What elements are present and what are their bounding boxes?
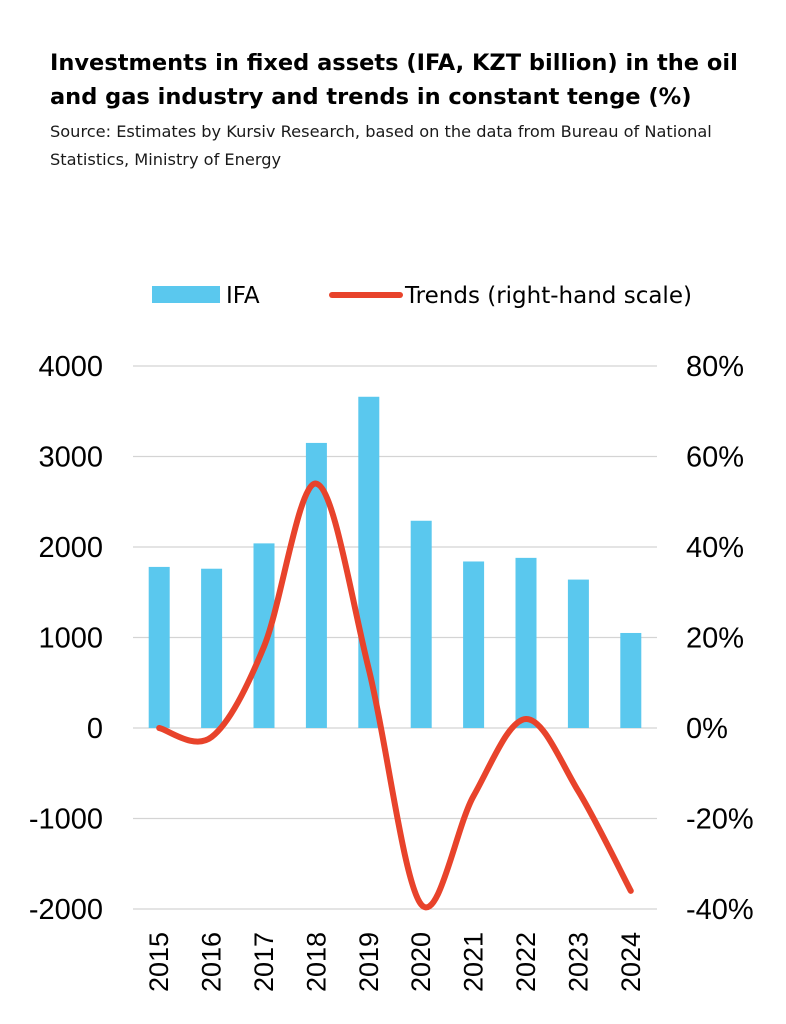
x-tick-label-2018: 2018 [301, 932, 331, 992]
line-series [156, 480, 634, 911]
bar-series [148, 396, 642, 728]
left-tick-label: -1000 [29, 804, 103, 836]
left-tick-label: 2000 [38, 532, 103, 564]
legend-label-trends: Trends (right-hand scale) [404, 283, 692, 309]
left-tick-label: 3000 [38, 442, 103, 474]
left-tick-label: 1000 [38, 623, 103, 655]
bar-2022 [515, 557, 537, 728]
x-tick-label-2023: 2023 [563, 932, 593, 992]
left-tick-label: -2000 [29, 894, 103, 926]
right-tick-label: 40% [686, 532, 744, 564]
x-axis: 2015 2016 2017 2018 2019 2020 2021 2022 2023 2024 [144, 932, 646, 992]
x-tick-label-2015: 2015 [144, 932, 174, 992]
x-tick-label-2020: 2020 [406, 932, 436, 992]
left-tick-label: 0 [87, 713, 103, 745]
x-tick-label-2022: 2022 [511, 932, 541, 992]
left-axis: 4000 3000 2000 1000 0 -1000 -2000 [29, 351, 103, 926]
bar-2020 [410, 520, 432, 728]
right-tick-label: -40% [686, 894, 754, 926]
legend-label-ifa: IFA [226, 283, 260, 309]
bar-2024 [620, 632, 642, 728]
bar-2017 [253, 543, 275, 728]
right-tick-label: -20% [686, 804, 754, 836]
bar-2021 [463, 561, 485, 728]
x-tick-label-2016: 2016 [197, 932, 227, 992]
x-tick-label-2017: 2017 [249, 932, 279, 992]
bar-2018 [305, 442, 327, 728]
chart-legend: IFA Trends (right-hand scale) [152, 283, 692, 309]
bar-2015 [148, 566, 170, 728]
x-tick-label-2021: 2021 [459, 932, 489, 992]
chart-title: Investments in fixed assets (IFA, KZT bi… [50, 50, 738, 110]
right-tick-label: 0% [686, 713, 728, 745]
bar-2023 [567, 579, 589, 728]
bar-2016 [201, 568, 223, 728]
trend-line [156, 480, 634, 911]
x-tick-label-2019: 2019 [354, 932, 384, 992]
chart-subtitle: Source: Estimates by Kursiv Research, ba… [50, 122, 712, 169]
left-tick-label: 4000 [38, 351, 103, 383]
right-tick-label: 20% [686, 623, 744, 655]
right-tick-label: 60% [686, 442, 744, 474]
right-tick-label: 80% [686, 351, 744, 383]
x-tick-label-2024: 2024 [616, 932, 646, 992]
legend-swatch-ifa [152, 286, 220, 303]
right-axis: 80% 60% 40% 20% 0% -20% -40% [686, 351, 754, 926]
